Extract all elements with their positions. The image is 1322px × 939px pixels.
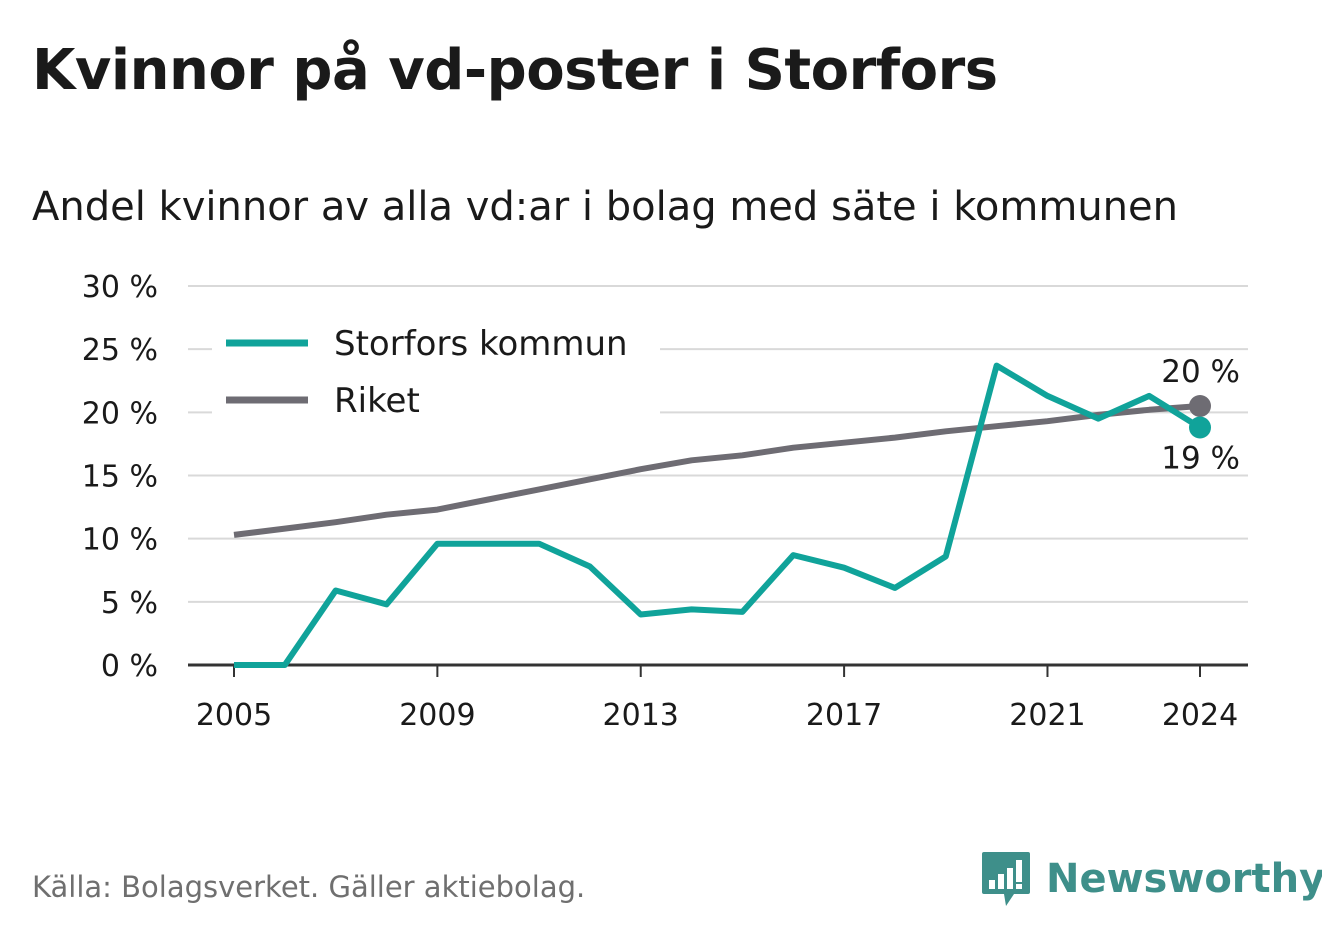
brand-logo: Newsworthy <box>980 850 1322 908</box>
x-tick-label: 2021 <box>1009 698 1085 733</box>
end-label-storfors: 19 % <box>1161 440 1240 476</box>
legend: Storfors kommun Riket <box>212 318 660 421</box>
y-tick-label: 15 % <box>82 460 158 495</box>
x-tick-label: 2024 <box>1162 698 1238 733</box>
y-tick-label: 10 % <box>82 523 158 558</box>
end-point-storfors <box>1189 416 1211 439</box>
brand-name: Newsworthy <box>1046 856 1322 902</box>
x-axis: 2005 2009 2013 2017 2021 2024 <box>188 663 1248 733</box>
series <box>233 362 1211 668</box>
chart-subtitle: Andel kvinnor av alla vd:ar i bolag med … <box>32 184 1178 230</box>
legend-label-storfors: Storfors kommun <box>334 324 628 364</box>
end-point-riket <box>1189 395 1211 418</box>
x-tick-label: 2017 <box>806 698 882 733</box>
legend-label-riket: Riket <box>334 381 420 421</box>
x-tick-label: 2005 <box>196 698 272 733</box>
source-note: Källa: Bolagsverket. Gäller aktiebolag. <box>32 870 586 904</box>
y-tick-label: 5 % <box>101 586 158 621</box>
bar-chart-speech-bubble-icon <box>982 852 1030 906</box>
y-axis-ticks: 0 % 5 % 10 % 15 % 20 % 25 % 30 % <box>82 270 158 684</box>
x-tick-label: 2013 <box>603 698 679 733</box>
chart-title: Kvinnor på vd-poster i Storfors <box>32 38 998 103</box>
series-line-riket <box>233 403 1201 538</box>
y-tick-label: 0 % <box>101 649 158 684</box>
x-tick-label: 2009 <box>399 698 475 733</box>
y-tick-label: 25 % <box>82 333 158 368</box>
end-label-riket: 20 % <box>1161 354 1240 390</box>
end-labels: 20 % 19 % <box>1161 354 1240 476</box>
y-tick-label: 20 % <box>82 396 158 431</box>
y-tick-label: 30 % <box>82 270 158 305</box>
series-line-storfors <box>234 362 1202 668</box>
